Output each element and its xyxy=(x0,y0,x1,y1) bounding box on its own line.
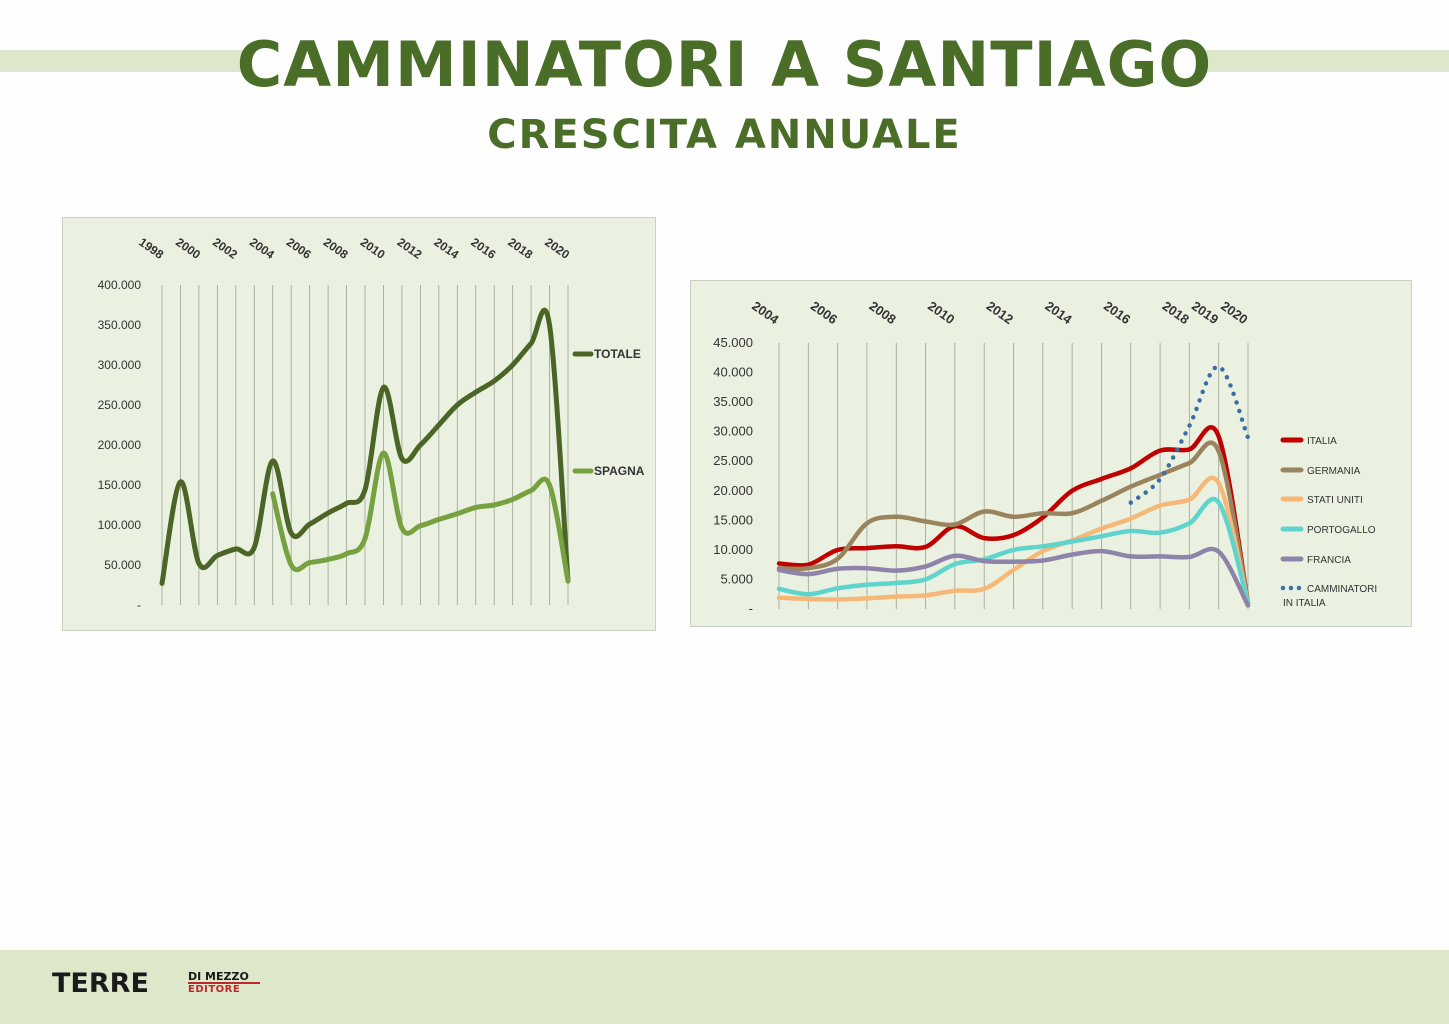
legend-label: GERMANIA xyxy=(1307,466,1361,477)
x-tick-label: 2006 xyxy=(284,235,314,262)
x-tick-label: 2008 xyxy=(867,298,899,327)
y-tick-label: 50.000 xyxy=(104,558,141,572)
legend-label: PORTOGALLO xyxy=(1307,525,1376,536)
x-tick-label: 2012 xyxy=(395,235,425,262)
y-tick-label: 45.000 xyxy=(713,335,753,350)
x-tick-label: 2016 xyxy=(468,235,498,262)
legend-label: STATI UNITI xyxy=(1307,495,1363,506)
legend-label: IN ITALIA xyxy=(1283,598,1326,609)
series-line-totale xyxy=(159,307,571,586)
x-tick-label: 2014 xyxy=(432,235,462,262)
x-tick-label: 2019 xyxy=(1189,298,1221,327)
y-tick-label: 40.000 xyxy=(713,365,753,380)
x-tick-label: 2008 xyxy=(321,235,351,262)
x-tick-label: 2014 xyxy=(1042,298,1075,327)
logo-sub-text: DI MEZZO xyxy=(188,970,249,983)
legend-label: CAMMINATORI xyxy=(1307,584,1377,595)
x-tick-label: 2018 xyxy=(505,235,535,262)
x-tick-label: 2004 xyxy=(247,235,277,262)
y-tick-label: 200.000 xyxy=(98,438,142,452)
y-tick-label: 35.000 xyxy=(713,394,753,409)
y-tick-label: - xyxy=(137,598,141,612)
y-tick-label: 300.000 xyxy=(98,358,142,372)
publisher-logo: TERRE DI MEZZO EDITORE xyxy=(52,968,272,1004)
x-tick-label: 2004 xyxy=(749,298,782,327)
page-subtitle: CRESCITA ANNUALE xyxy=(487,112,962,158)
series-line-camminatori-in-italia xyxy=(1128,364,1251,505)
logo-editore-text: EDITORE xyxy=(188,984,241,995)
legend-label: FRANCIA xyxy=(1307,555,1351,566)
y-tick-label: 5.000 xyxy=(720,571,753,586)
y-tick-label: 350.000 xyxy=(98,318,142,332)
y-tick-label: 20.000 xyxy=(713,483,753,498)
y-tick-label: 15.000 xyxy=(713,512,753,527)
y-tick-label: 25.000 xyxy=(713,453,753,468)
chart-2-svg: 45.000 40.000 35.000 30.000 25.000 20.000 15.0… xyxy=(713,298,1377,616)
title-band-right xyxy=(1195,50,1449,72)
series-line-stati-uniti xyxy=(776,475,1251,606)
x-tick-label: 2020 xyxy=(1218,298,1250,327)
footer-band xyxy=(0,950,1449,1024)
chart-totale-spagna: 400.000 350.000 300.000 250.000 200.000 150.0… xyxy=(62,217,656,631)
legend-label: SPAGNA xyxy=(594,464,645,478)
y-tick-label: 30.000 xyxy=(713,424,753,439)
series-line-germania xyxy=(776,440,1251,606)
x-tick-label: 2012 xyxy=(984,298,1016,327)
title-band-left xyxy=(0,50,250,72)
series-line-francia xyxy=(776,546,1251,608)
chart-1-svg: 400.000 350.000 300.000 250.000 200.000 150.0… xyxy=(98,235,645,612)
x-tick-label: 2016 xyxy=(1101,298,1133,327)
y-tick-label: 100.000 xyxy=(98,518,142,532)
logo-main-text: TERRE xyxy=(52,968,149,999)
y-tick-label: 10.000 xyxy=(713,542,753,557)
page-title: CAMMINATORI A SANTIAGO xyxy=(236,28,1213,101)
series-line-spagna xyxy=(270,450,571,584)
x-tick-label: 2020 xyxy=(542,235,572,262)
series-line-italia xyxy=(776,425,1251,606)
x-tick-label: 2010 xyxy=(358,235,388,262)
x-tick-label: 1998 xyxy=(136,235,166,262)
y-tick-label: 150.000 xyxy=(98,478,142,492)
x-tick-label: 2002 xyxy=(210,235,240,262)
x-tick-label: 2018 xyxy=(1160,298,1192,327)
legend-label: ITALIA xyxy=(1307,436,1337,447)
y-tick-label: 250.000 xyxy=(98,398,142,412)
x-tick-label: 2000 xyxy=(173,235,203,262)
x-tick-label: 2006 xyxy=(808,298,840,327)
logo-rule xyxy=(188,982,260,984)
y-tick-label: - xyxy=(749,601,753,616)
chart-nazioni: 45.000 40.000 35.000 30.000 25.000 20.000 15.0… xyxy=(690,280,1412,627)
x-tick-label: 2010 xyxy=(925,298,957,327)
legend-label: TOTALE xyxy=(594,347,641,361)
series-line-portogallo xyxy=(776,497,1251,606)
y-tick-label: 400.000 xyxy=(98,278,142,292)
